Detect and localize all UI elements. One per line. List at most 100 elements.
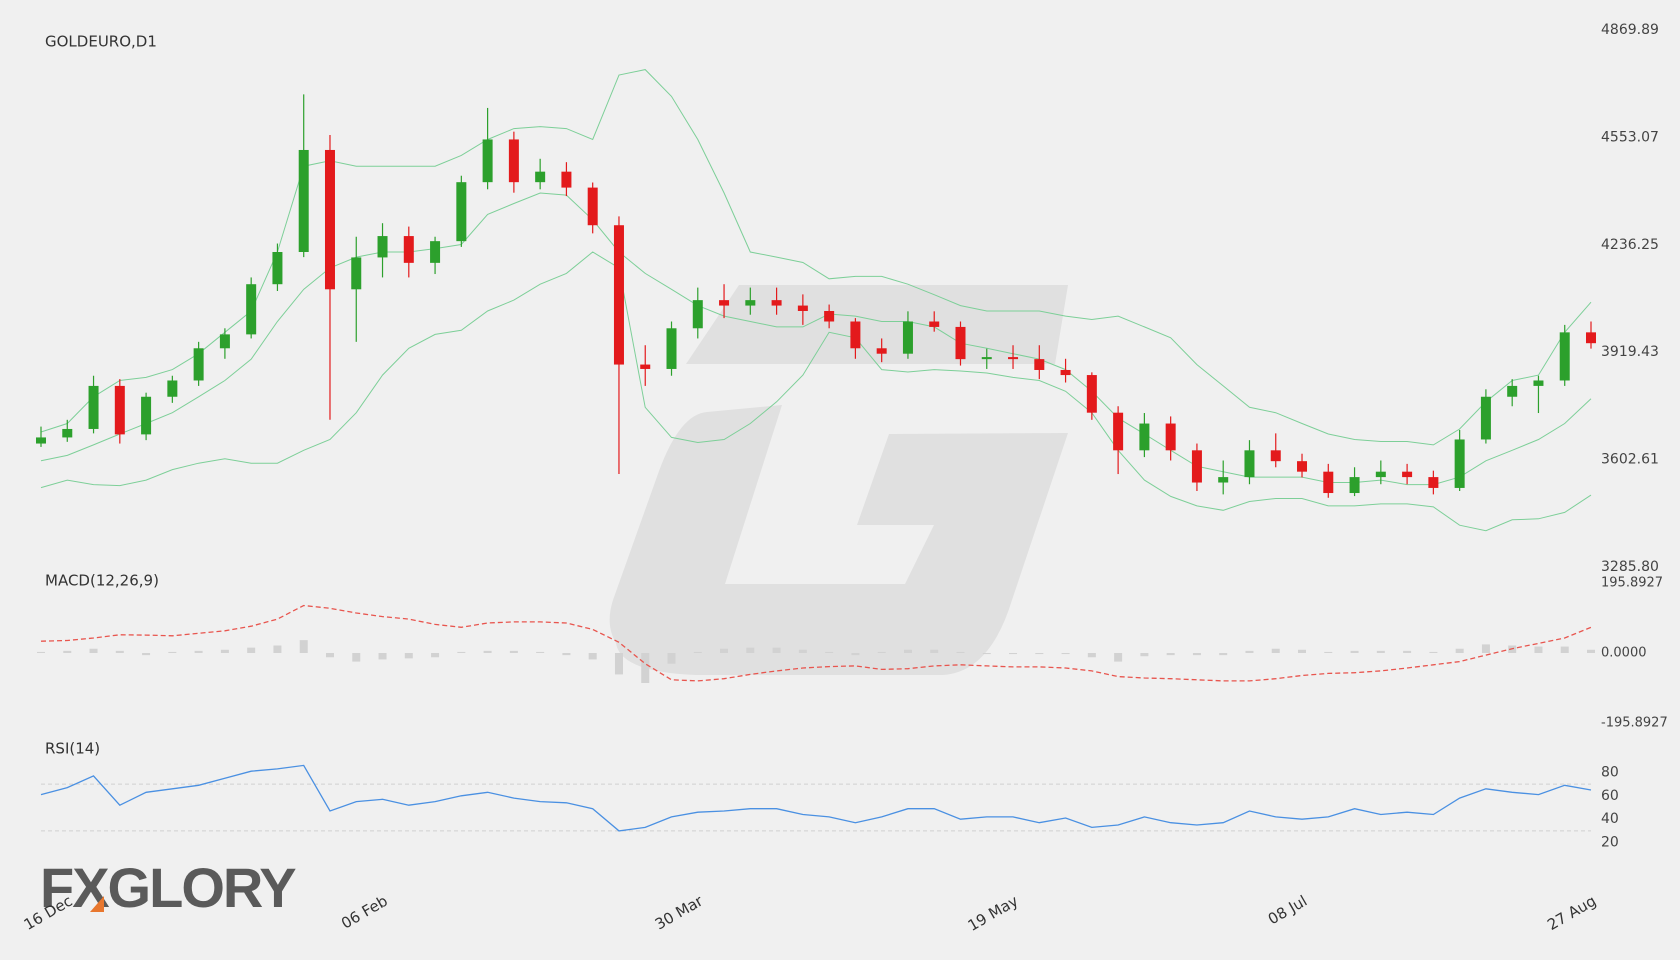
candle-body bbox=[561, 171, 572, 188]
histogram-bar bbox=[536, 651, 545, 653]
histogram-bar bbox=[1587, 649, 1595, 653]
candle-body bbox=[955, 326, 966, 360]
candle-body bbox=[272, 252, 283, 285]
histogram-bar bbox=[1350, 650, 1359, 653]
candle-body bbox=[1480, 396, 1491, 440]
histogram-bar bbox=[1376, 650, 1385, 653]
histogram-bar bbox=[1166, 653, 1175, 656]
candle-body bbox=[1454, 439, 1465, 488]
histogram-bar bbox=[614, 653, 623, 675]
histogram-bar bbox=[1481, 644, 1490, 653]
histogram-bar bbox=[1061, 653, 1070, 655]
y-tick-label: 4236.25 bbox=[1601, 237, 1659, 253]
candle-body bbox=[1244, 450, 1255, 478]
histogram-bar bbox=[63, 650, 72, 653]
histogram-bar bbox=[1192, 653, 1201, 656]
candle-body bbox=[377, 236, 388, 258]
histogram-bar bbox=[1298, 649, 1307, 653]
histogram-bar bbox=[1245, 650, 1254, 653]
candle-body bbox=[1165, 423, 1176, 451]
histogram-bar bbox=[1534, 646, 1543, 653]
y-tick-label: -195.8927 bbox=[1601, 716, 1668, 731]
candle-body bbox=[745, 300, 756, 306]
candle-body bbox=[1218, 477, 1229, 483]
candle-body bbox=[1375, 471, 1386, 478]
candle-body bbox=[850, 321, 861, 349]
histogram-bar bbox=[641, 653, 650, 684]
candle-body bbox=[1428, 477, 1439, 488]
x-tick-label: 08 Jul bbox=[1265, 892, 1310, 929]
histogram-bar bbox=[247, 647, 256, 653]
candle-body bbox=[193, 348, 204, 381]
candle-body bbox=[719, 300, 730, 306]
histogram-bar bbox=[457, 651, 466, 653]
histogram-bar bbox=[168, 651, 177, 653]
candle-body bbox=[62, 428, 73, 438]
candle-body bbox=[535, 171, 546, 183]
histogram-bar bbox=[1219, 653, 1228, 656]
candle-body bbox=[456, 182, 467, 242]
x-tick-label: 19 May bbox=[965, 892, 1022, 935]
panel-title: RSI(14) bbox=[45, 740, 100, 758]
candle-body bbox=[403, 236, 414, 263]
candle-body bbox=[1323, 471, 1334, 494]
histogram-bar bbox=[1429, 651, 1438, 653]
histogram-bar bbox=[37, 651, 45, 653]
y-tick-label: 0.0000 bbox=[1601, 646, 1647, 661]
y-tick-label: 20 bbox=[1601, 835, 1619, 851]
rsi-line bbox=[40, 764, 1592, 832]
candle-body bbox=[1533, 380, 1544, 386]
histogram-bar bbox=[142, 653, 151, 656]
histogram-bar bbox=[483, 650, 492, 653]
histogram-bar bbox=[299, 640, 308, 653]
histogram-bar bbox=[352, 653, 361, 662]
candle-body bbox=[981, 357, 992, 360]
x-tick-label: 06 Feb bbox=[338, 892, 391, 933]
histogram-bar bbox=[825, 651, 834, 653]
candle-body bbox=[430, 241, 441, 263]
y-tick-label: 60 bbox=[1601, 788, 1619, 804]
histogram-bar bbox=[903, 649, 912, 653]
candle-body bbox=[1402, 471, 1413, 478]
watermark bbox=[609, 285, 1068, 675]
x-tick-label: 27 Aug bbox=[1544, 892, 1599, 934]
histogram-bar bbox=[746, 647, 755, 653]
candle-body bbox=[929, 321, 940, 327]
histogram-bar bbox=[431, 653, 440, 658]
histogram-bar bbox=[220, 649, 229, 653]
histogram-bar bbox=[851, 653, 860, 656]
candle-body bbox=[1034, 359, 1045, 370]
candle-body bbox=[1349, 477, 1360, 494]
y-tick-label: 3919.43 bbox=[1601, 344, 1659, 360]
histogram-bar bbox=[378, 653, 387, 660]
histogram-bar bbox=[273, 645, 282, 653]
histogram-bar bbox=[772, 647, 781, 653]
candle-body bbox=[219, 334, 230, 349]
watermark-body bbox=[609, 405, 1068, 675]
histogram-bar bbox=[1114, 653, 1123, 662]
candle-body bbox=[36, 437, 46, 444]
candle-body bbox=[1008, 357, 1019, 360]
logo: FXGLORY bbox=[40, 856, 298, 919]
y-tick-label: 4553.07 bbox=[1601, 129, 1659, 145]
histogram-bar bbox=[1271, 648, 1280, 653]
candle-body bbox=[1139, 423, 1150, 451]
candle-body bbox=[114, 385, 125, 435]
y-tick-label: 40 bbox=[1601, 811, 1619, 827]
candle-body bbox=[1060, 369, 1071, 376]
histogram-bar bbox=[693, 651, 702, 653]
candle-body bbox=[1113, 412, 1124, 451]
histogram-bar bbox=[982, 653, 991, 655]
candle-body bbox=[246, 284, 257, 335]
candle-body bbox=[771, 300, 782, 306]
histogram-bar bbox=[798, 649, 807, 653]
y-tick-label: 4869.89 bbox=[1601, 22, 1659, 38]
histogram-bar bbox=[930, 649, 939, 653]
histogram-bar bbox=[956, 651, 965, 653]
histogram-bar bbox=[115, 650, 124, 653]
histogram-bar bbox=[1403, 650, 1412, 653]
candle-body bbox=[902, 321, 913, 354]
band-line bbox=[40, 251, 1592, 532]
candle-body bbox=[1507, 385, 1518, 397]
candle-body bbox=[613, 225, 624, 365]
